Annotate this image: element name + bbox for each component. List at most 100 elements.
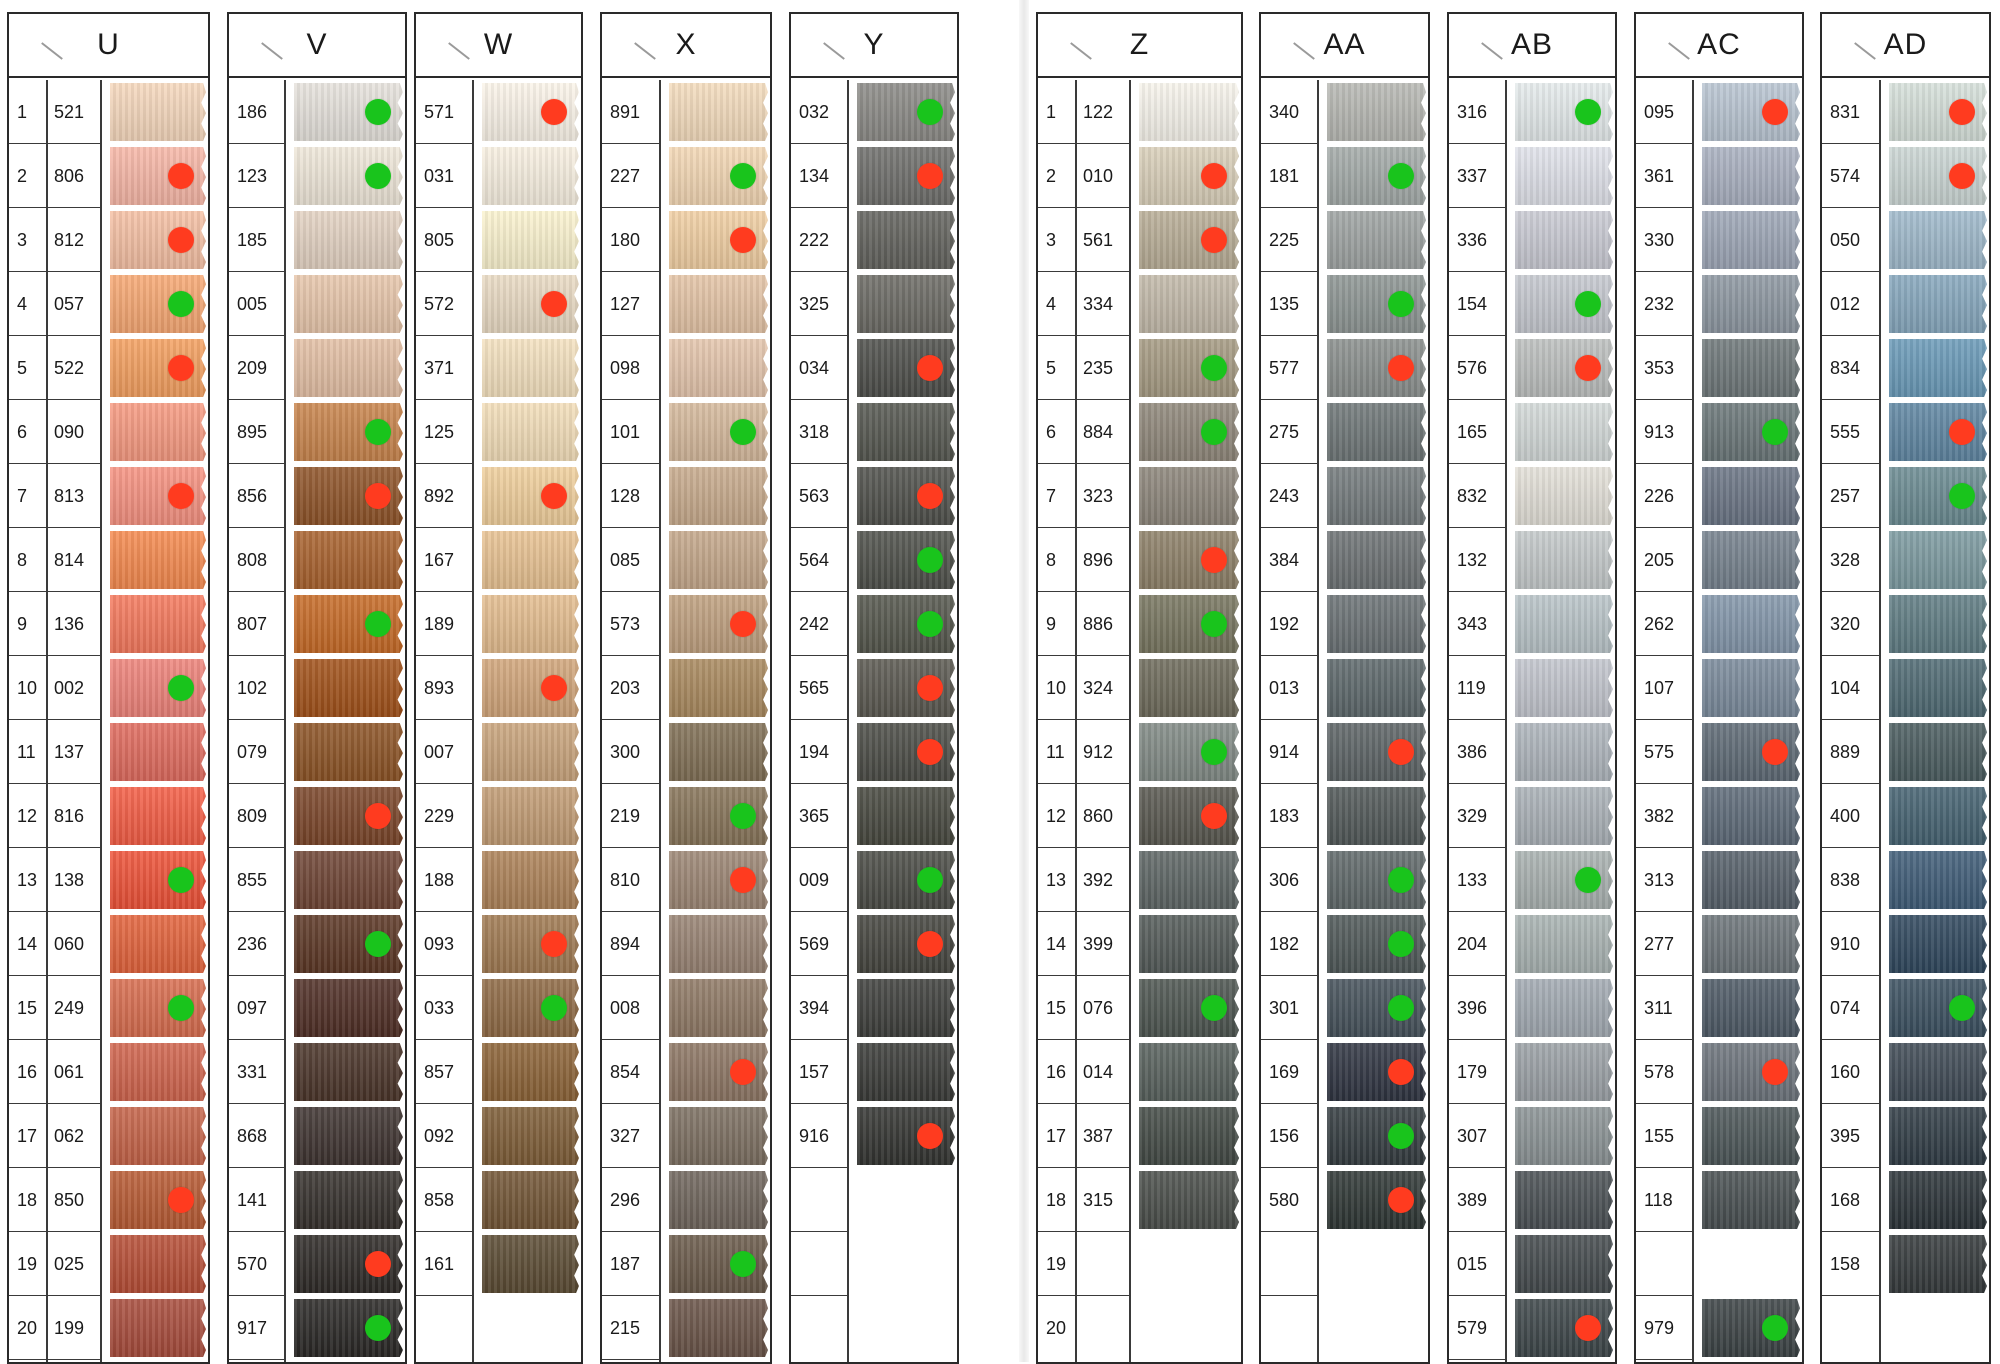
column-divider	[1317, 80, 1319, 1362]
swatch-row: 229	[416, 784, 472, 848]
color-code: 886	[1083, 613, 1114, 634]
swatch-row: 569	[791, 912, 847, 976]
row-number: 10	[1046, 677, 1067, 698]
thread-swatch	[1889, 1235, 1987, 1293]
swatch-row: 8 814	[9, 528, 100, 592]
red-dot-marker	[541, 291, 567, 317]
color-code: 160	[1830, 1061, 1861, 1082]
swatch-row: 894	[602, 912, 659, 976]
color-code: 132	[1457, 549, 1488, 570]
swatch-row: 187	[602, 1232, 659, 1296]
swatch-row: 242	[791, 592, 847, 656]
green-dot-marker	[168, 291, 194, 317]
color-code: 209	[237, 357, 268, 378]
color-code: 137	[54, 741, 85, 762]
thread-swatch	[482, 1043, 579, 1101]
red-dot-marker	[365, 1251, 391, 1277]
swatch-row: 134	[791, 144, 847, 208]
empty-row	[416, 1296, 472, 1360]
swatch-row: 155	[1636, 1104, 1692, 1168]
swatch-row: 183	[1261, 784, 1317, 848]
thread-swatch	[294, 1107, 403, 1165]
swatch-row: 079	[229, 720, 284, 784]
swatch-row: 165	[1449, 400, 1505, 464]
swatch-row: 192	[1261, 592, 1317, 656]
thread-swatch	[1139, 787, 1239, 845]
row-number: 7	[17, 485, 28, 506]
color-card-ad: AD 831 574 050 012 834 555 257 328 320 104 889 400 83…	[1820, 12, 1991, 1364]
thread-swatch	[294, 531, 403, 589]
header-tick-mark	[1070, 42, 1092, 60]
card-title: AD	[1883, 28, 1928, 61]
thread-swatch	[294, 1043, 403, 1101]
color-code: 031	[424, 165, 455, 186]
green-dot-marker	[168, 675, 194, 701]
swatch-row: 891	[602, 80, 659, 144]
red-dot-marker	[1949, 99, 1975, 125]
column-divider	[46, 80, 48, 1362]
green-dot-marker	[365, 163, 391, 189]
color-code: 328	[1830, 549, 1861, 570]
color-card-v: V 186 123 185 005 209 895 856 808 807 102 079 809 855…	[227, 12, 407, 1364]
swatch-row: 580	[1261, 1168, 1317, 1232]
color-code: 318	[799, 421, 830, 442]
header-tick-mark	[1293, 42, 1315, 60]
swatch-row: 181	[1261, 144, 1317, 208]
color-code: 168	[1830, 1189, 1861, 1210]
swatch-row: 205	[1636, 528, 1692, 592]
thread-swatch	[857, 403, 955, 461]
thread-swatch	[1515, 1171, 1613, 1229]
color-code: 831	[1830, 101, 1861, 122]
swatch-row: 316	[1449, 80, 1505, 144]
green-dot-marker	[1388, 867, 1414, 893]
color-code: 832	[1457, 485, 1488, 506]
color-code: 570	[237, 1253, 268, 1274]
thread-swatch	[482, 403, 579, 461]
color-code: 336	[1457, 229, 1488, 250]
color-code: 916	[799, 1125, 830, 1146]
swatch-row: 573	[602, 592, 659, 656]
color-code: 913	[1644, 421, 1675, 442]
color-code: 814	[54, 549, 85, 570]
color-code: 917	[237, 1317, 268, 1338]
card-header: Y	[791, 14, 957, 78]
thread-swatch	[294, 1171, 403, 1229]
thread-swatch	[1327, 531, 1426, 589]
color-code: 330	[1644, 229, 1675, 250]
thread-swatch	[1889, 787, 1987, 845]
color-code: 569	[799, 933, 830, 954]
red-dot-marker	[1388, 355, 1414, 381]
color-card-z: Z 1 122 2 010 3 561 4 334 5 235 6 884 7 323 8 896 9 886 10 3…	[1036, 12, 1243, 1364]
color-code: 158	[1830, 1253, 1861, 1274]
swatch-row: 275	[1261, 400, 1317, 464]
red-dot-marker	[1201, 547, 1227, 573]
thread-swatch	[1327, 787, 1426, 845]
swatch-row: 277	[1636, 912, 1692, 976]
color-code: 134	[799, 165, 830, 186]
swatch-row: 222	[791, 208, 847, 272]
color-code: 331	[237, 1061, 268, 1082]
thread-swatch	[110, 1235, 206, 1293]
swatch-row: 20 199	[9, 1296, 100, 1360]
thread-swatch	[294, 275, 403, 333]
swatch-row: 185	[229, 208, 284, 272]
swatch-row: 808	[229, 528, 284, 592]
swatch-row: 095	[1636, 80, 1692, 144]
thread-swatch	[482, 339, 579, 397]
color-code: 002	[54, 677, 85, 698]
color-code: 157	[799, 1061, 830, 1082]
color-code: 329	[1457, 805, 1488, 826]
swatch-row: 16 061	[9, 1040, 100, 1104]
color-code: 192	[1269, 613, 1300, 634]
color-code: 199	[54, 1317, 85, 1338]
thread-swatch	[1702, 467, 1800, 525]
swatch-row: 318	[791, 400, 847, 464]
thread-swatch	[294, 851, 403, 909]
color-code: 572	[424, 293, 455, 314]
thread-swatch	[669, 915, 768, 973]
thread-swatch	[110, 1299, 206, 1357]
color-code: 008	[610, 997, 641, 1018]
color-code: 277	[1644, 933, 1675, 954]
color-code: 327	[610, 1125, 641, 1146]
thread-swatch	[1139, 851, 1239, 909]
